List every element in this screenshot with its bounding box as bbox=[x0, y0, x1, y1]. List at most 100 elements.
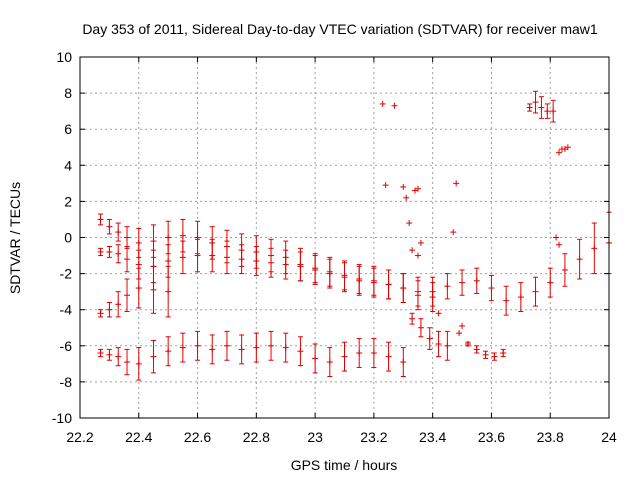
data-point bbox=[106, 218, 113, 235]
data-point bbox=[517, 282, 524, 313]
data-point bbox=[268, 247, 275, 278]
data-point bbox=[115, 244, 122, 264]
data-point bbox=[459, 322, 466, 329]
data-point bbox=[429, 282, 436, 313]
data-point bbox=[503, 285, 510, 316]
y-tick-label: -8 bbox=[60, 374, 73, 390]
data-point bbox=[106, 246, 113, 258]
data-point bbox=[150, 265, 157, 314]
data-point bbox=[115, 347, 122, 367]
axis-ticks: 22.2 22.4 22.6 22.8 23 23.2 23.4 23.6 23.8 24-10-… bbox=[52, 49, 617, 445]
data-point bbox=[400, 347, 407, 377]
x-tick-label: 23.4 bbox=[419, 429, 446, 445]
y-tick-label: -2 bbox=[60, 266, 73, 282]
x-tick-label: 23.6 bbox=[478, 429, 505, 445]
data-marks bbox=[97, 90, 612, 381]
series-track-e bbox=[409, 312, 451, 361]
data-point bbox=[591, 222, 598, 275]
data-point bbox=[473, 345, 480, 354]
y-tick-label: -6 bbox=[60, 338, 73, 354]
data-point bbox=[124, 278, 131, 313]
data-point bbox=[135, 267, 142, 309]
data-point bbox=[464, 340, 471, 347]
data-point bbox=[97, 247, 104, 257]
series-track-b bbox=[97, 238, 436, 313]
data-point bbox=[414, 252, 421, 259]
data-point bbox=[106, 348, 113, 361]
data-point bbox=[526, 103, 533, 112]
data-point bbox=[165, 265, 172, 318]
data-point bbox=[532, 90, 539, 114]
data-point bbox=[223, 240, 230, 275]
data-point bbox=[370, 338, 377, 368]
x-tick-label: 22.8 bbox=[243, 429, 270, 445]
x-tick-label: 22.4 bbox=[125, 429, 152, 445]
data-point bbox=[370, 267, 377, 298]
data-point bbox=[450, 229, 457, 236]
series-track-f bbox=[464, 340, 507, 361]
x-tick-label: 23.8 bbox=[537, 429, 564, 445]
data-point bbox=[500, 348, 507, 358]
data-point bbox=[97, 309, 104, 318]
series-track-g bbox=[526, 90, 557, 123]
data-point bbox=[426, 327, 433, 350]
data-point bbox=[282, 332, 289, 363]
data-point bbox=[547, 267, 554, 298]
data-point bbox=[473, 267, 480, 294]
data-point bbox=[556, 149, 563, 156]
data-point bbox=[97, 348, 104, 358]
data-point bbox=[106, 301, 113, 318]
y-tick-label: 2 bbox=[64, 193, 72, 209]
data-point bbox=[135, 347, 142, 381]
series-track-d bbox=[97, 265, 172, 318]
data-point bbox=[312, 255, 319, 285]
x-axis-label: GPS time / hours bbox=[291, 457, 398, 473]
data-point bbox=[561, 253, 568, 287]
y-tick-label: 4 bbox=[64, 157, 72, 173]
data-point bbox=[97, 213, 104, 226]
data-point bbox=[341, 262, 348, 293]
data-point bbox=[165, 336, 172, 367]
data-point bbox=[488, 274, 495, 302]
data-point bbox=[179, 240, 186, 275]
data-point bbox=[282, 249, 289, 280]
data-point bbox=[356, 338, 363, 368]
data-point bbox=[564, 144, 571, 151]
data-point bbox=[124, 226, 131, 249]
data-point bbox=[453, 180, 460, 187]
data-point bbox=[297, 251, 304, 282]
data-point bbox=[417, 318, 424, 338]
data-point bbox=[179, 332, 186, 363]
data-point bbox=[400, 273, 407, 303]
data-point bbox=[326, 258, 333, 289]
data-point bbox=[297, 336, 304, 367]
y-tick-label: -10 bbox=[52, 410, 72, 426]
data-point bbox=[409, 312, 416, 325]
data-point bbox=[544, 103, 551, 119]
data-point bbox=[223, 330, 230, 361]
x-tick-label: 24 bbox=[601, 429, 617, 445]
data-point bbox=[444, 273, 451, 300]
y-tick-label: 0 bbox=[64, 230, 72, 246]
data-point bbox=[391, 102, 398, 109]
data-point bbox=[553, 234, 560, 241]
data-point bbox=[150, 339, 157, 374]
data-point bbox=[124, 246, 131, 273]
chart-title: Day 353 of 2011, Sidereal Day-to-day VTE… bbox=[82, 21, 598, 37]
y-tick-label: 10 bbox=[56, 49, 72, 65]
data-point bbox=[356, 265, 363, 296]
y-axis-label: SDTVAR / TECUs bbox=[7, 182, 23, 294]
data-point bbox=[409, 247, 416, 254]
x-tick-label: 23.2 bbox=[360, 429, 387, 445]
data-point bbox=[253, 332, 260, 363]
data-point bbox=[482, 350, 489, 359]
data-point bbox=[379, 100, 386, 107]
data-point bbox=[444, 330, 451, 361]
data-point bbox=[115, 291, 122, 318]
data-point bbox=[550, 99, 557, 123]
data-point bbox=[341, 341, 348, 372]
data-point bbox=[435, 330, 442, 358]
series-track-a bbox=[97, 211, 612, 316]
data-point bbox=[209, 334, 216, 365]
